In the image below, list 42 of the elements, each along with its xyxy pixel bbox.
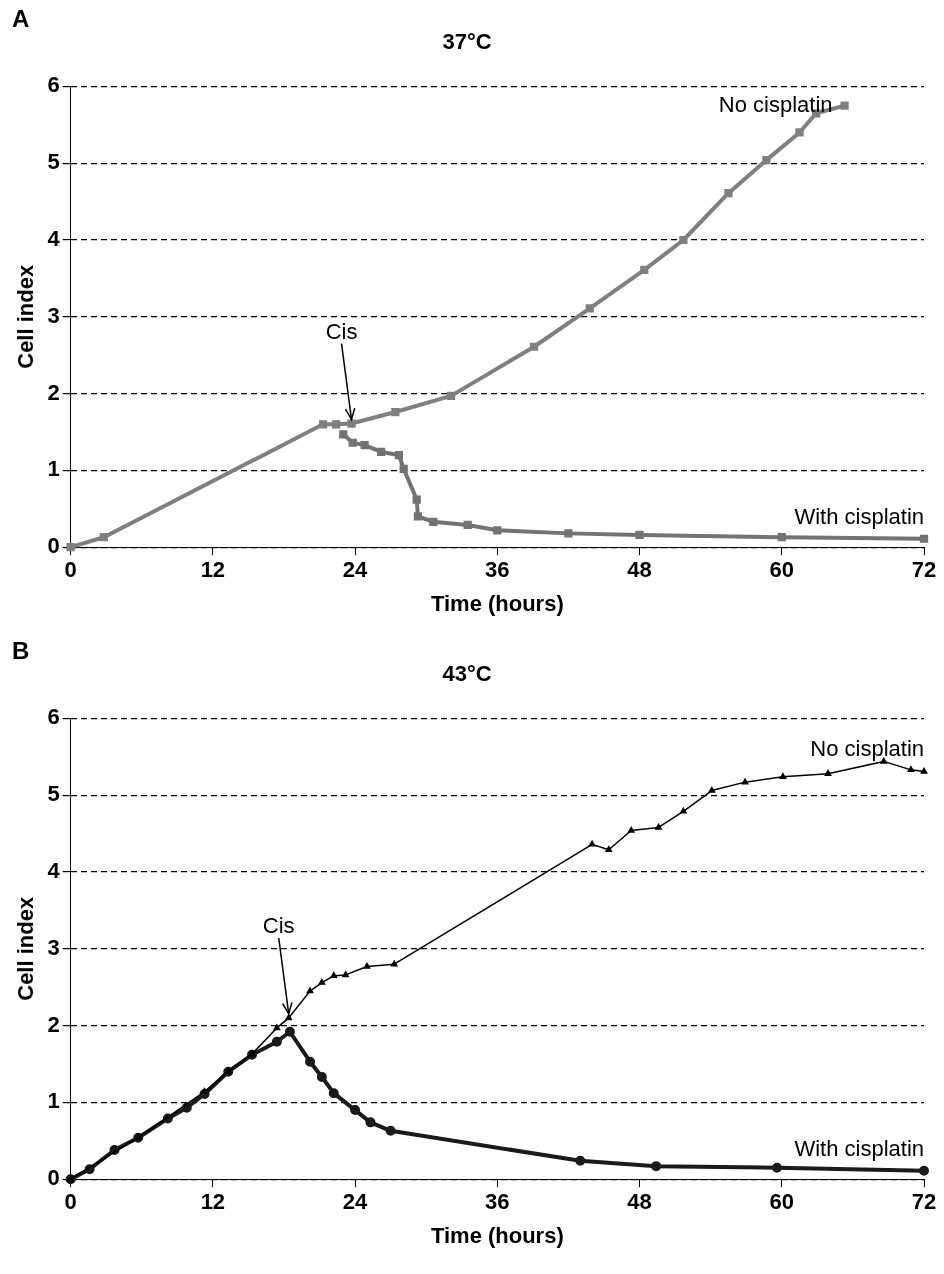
series-label: With cisplatin [794, 1135, 924, 1161]
series-label: No cisplatin [718, 91, 833, 117]
x-tick-label: 48 [627, 1189, 652, 1215]
y-tick-label: 3 [47, 302, 60, 328]
x-tick-label: 0 [64, 1189, 77, 1215]
y-tick-label: 2 [47, 1011, 60, 1037]
y-tick-label: 0 [47, 533, 60, 559]
x-axis-title: Time (hours) [430, 1222, 564, 1248]
y-axis-title: Cell index [13, 264, 39, 369]
x-tick-label: 0 [64, 557, 77, 583]
text: B [12, 636, 30, 664]
x-tick-label: 72 [911, 557, 937, 583]
x-tick-label: 24 [342, 1189, 369, 1215]
y-tick-label: 4 [47, 858, 61, 884]
y-tick-label: 6 [47, 72, 60, 98]
text: A [12, 4, 30, 32]
x-tick-label: 24 [342, 557, 369, 583]
chart-title: 43°C [442, 661, 492, 687]
x-tick-label: 60 [769, 1189, 795, 1215]
y-tick-label: 3 [47, 934, 60, 960]
y-tick-label: 5 [47, 149, 60, 175]
y-tick-label: 1 [47, 1088, 60, 1114]
x-tick-label: 72 [911, 1189, 937, 1215]
x-tick-label: 48 [627, 557, 652, 583]
chart-title: 37°C [442, 29, 492, 55]
y-tick-label: 2 [47, 379, 60, 405]
annotation: Cis [325, 318, 358, 344]
y-tick-label: 6 [47, 704, 60, 730]
y-tick-label: 1 [47, 456, 60, 482]
x-tick-label: 36 [485, 1189, 510, 1215]
y-axis-title: Cell index [13, 896, 39, 1001]
x-tick-label: 36 [485, 557, 510, 583]
annotation: Cis [262, 912, 295, 938]
x-tick-label: 12 [200, 1189, 226, 1215]
y-tick-label: 5 [47, 781, 60, 807]
x-tick-label: 60 [769, 557, 795, 583]
series-label: No cisplatin [810, 736, 924, 762]
y-tick-label: 4 [47, 226, 61, 252]
x-axis-title: Time (hours) [430, 590, 564, 616]
series-label: With cisplatin [794, 503, 924, 529]
y-tick-label: 0 [47, 1165, 60, 1191]
x-tick-label: 12 [200, 557, 226, 583]
